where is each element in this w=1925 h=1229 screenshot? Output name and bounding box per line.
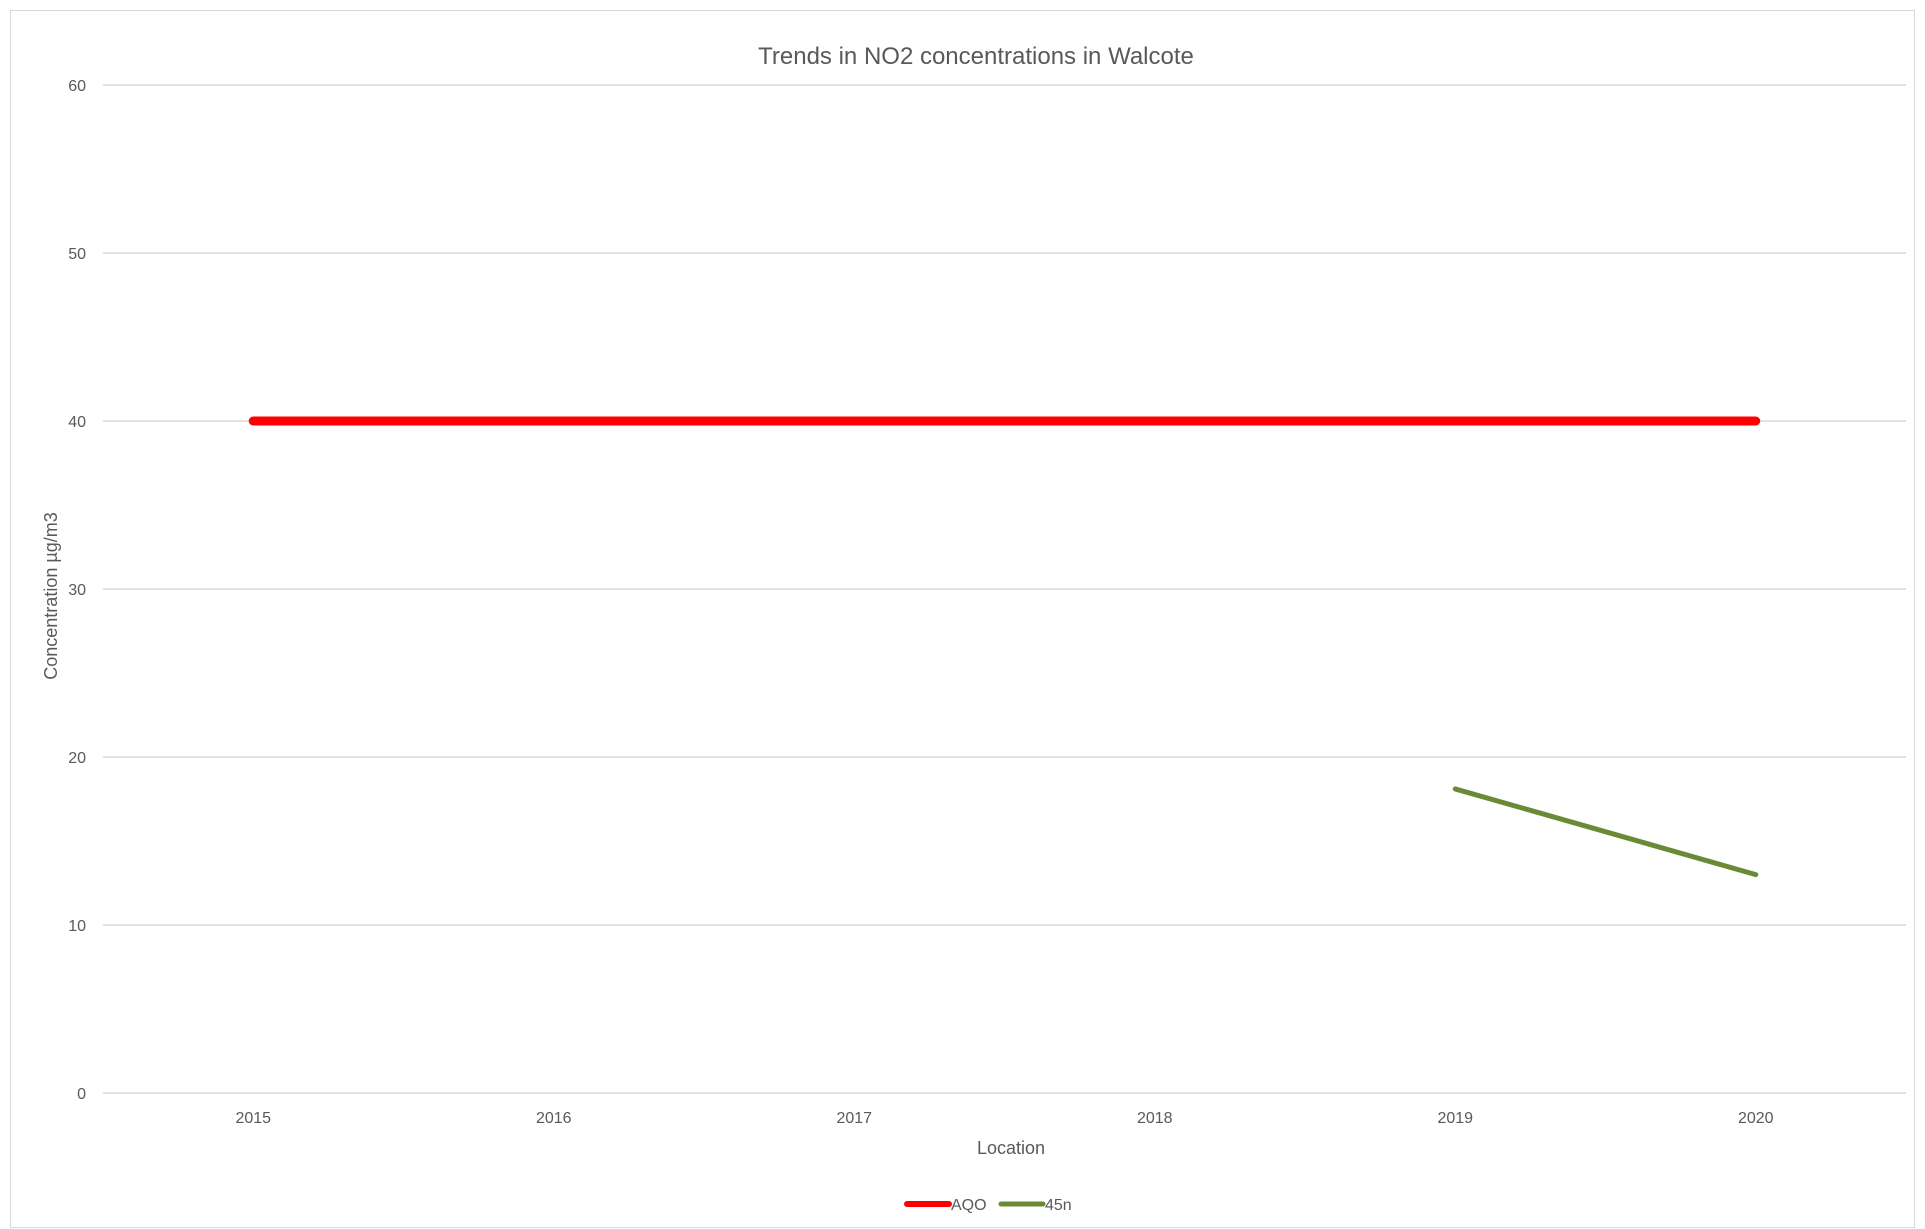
chart-frame: Trends in NO2 concentrations in Walcote … [10,10,1915,1228]
y-tick-label: 10 [68,918,86,935]
x-tick-label: 2018 [1137,1110,1173,1127]
legend-label-45n: 45n [1045,1197,1072,1214]
y-tick-labels: 0 10 20 30 40 50 60 [68,78,86,1103]
y-axis-label: Concentration µg/m3 [41,512,61,679]
x-tick-label: 2016 [536,1110,572,1127]
legend: AQO 45n [907,1197,1072,1214]
y-tick-label: 50 [68,246,86,263]
y-tick-label: 40 [68,414,86,431]
gridlines [103,85,1906,1093]
y-tick-label: 30 [68,582,86,599]
x-tick-label: 2017 [836,1110,872,1127]
x-tick-label: 2019 [1437,1110,1473,1127]
chart-svg: Trends in NO2 concentrations in Walcote … [11,11,1916,1229]
y-tick-label: 60 [68,78,86,95]
y-tick-label: 20 [68,750,86,767]
series-line-45n [1455,789,1756,875]
x-tick-labels: 2015 2016 2017 2018 2019 2020 [235,1110,1773,1127]
chart-title: Trends in NO2 concentrations in Walcote [758,43,1194,70]
legend-label-aqo: AQO [951,1197,987,1214]
y-tick-label: 0 [77,1086,86,1103]
series-lines [253,421,1756,875]
x-axis-label: Location [977,1138,1045,1158]
x-tick-label: 2015 [235,1110,271,1127]
x-tick-label: 2020 [1738,1110,1774,1127]
